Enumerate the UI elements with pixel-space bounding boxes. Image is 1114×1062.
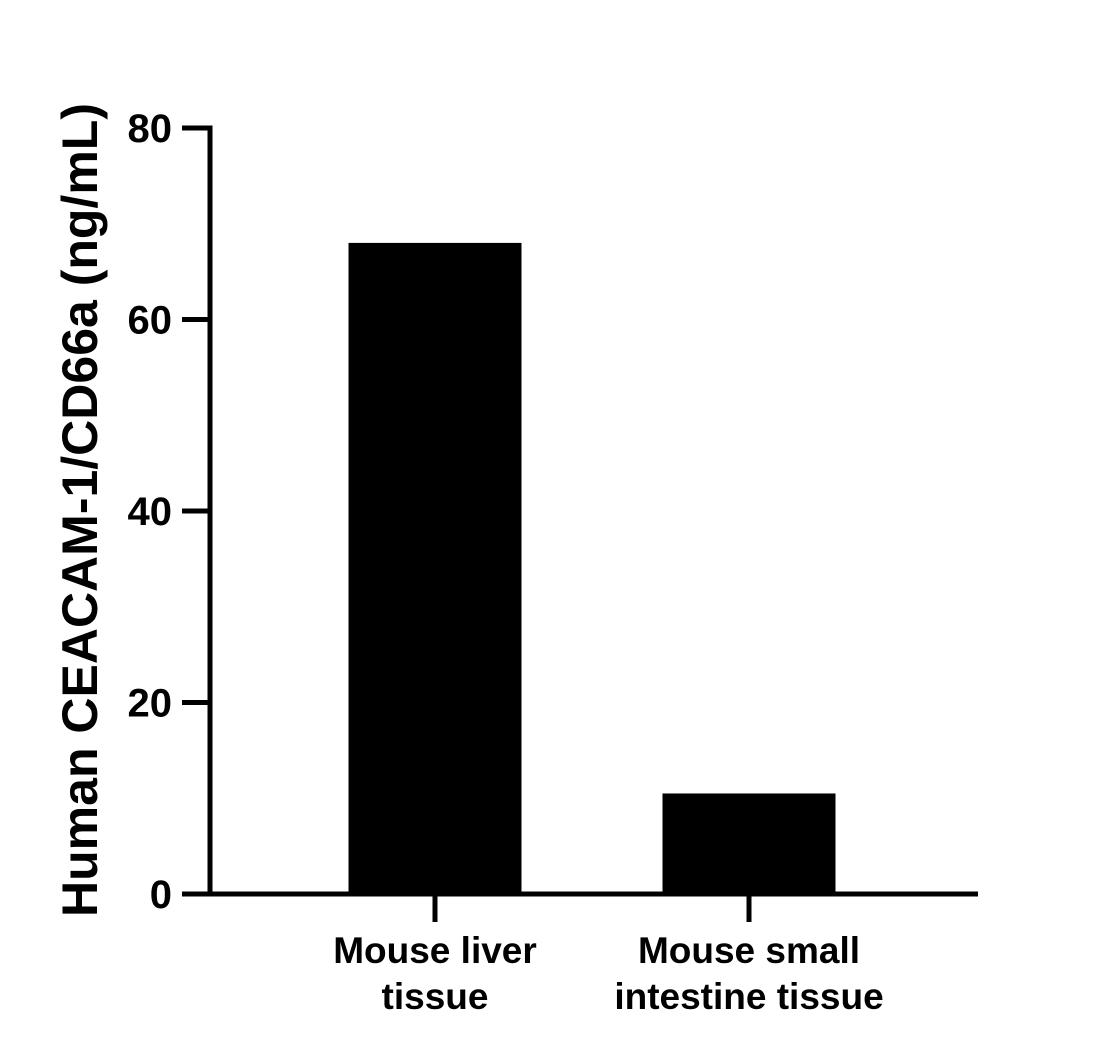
y-tick-label: 0 [150,873,172,917]
y-axis-title: Human CEACAM-1/CD66a (ng/mL) [52,103,108,917]
x-tick-label-line: tissue [382,976,489,1017]
bar-1 [348,242,522,894]
y-axis: 0 20 40 60 80 [128,107,213,917]
y-tick-label: 20 [128,682,173,726]
bar-2 [662,793,836,894]
y-tick-label: 60 [128,299,173,343]
y-tick-label: 80 [128,107,173,151]
x-tick-label: Mouse small intestine tissue [614,930,883,1017]
bars-group [348,242,836,894]
x-axis: Mouse liver tissue Mouse small intestine ti… [207,891,978,1017]
x-tick-label-line: Mouse liver [333,930,537,971]
x-tick-label-line: Mouse small [638,930,860,971]
x-tick-label-line: intestine tissue [614,976,883,1017]
y-tick-label: 40 [128,490,173,534]
y-axis-title-group: Human CEACAM-1/CD66a (ng/mL) [52,103,108,917]
x-tick-label: Mouse liver tissue [333,930,537,1017]
